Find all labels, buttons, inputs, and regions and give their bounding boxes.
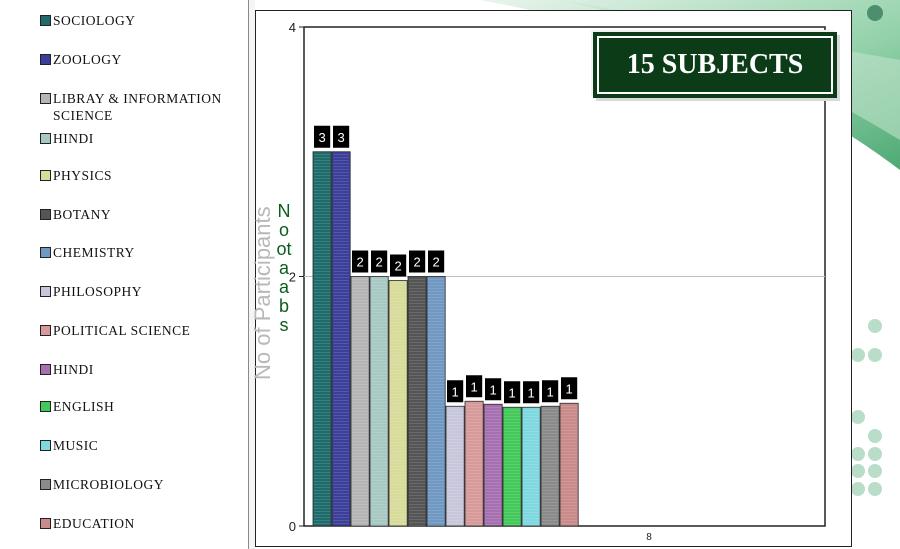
bar [540,405,560,527]
bar [445,405,465,527]
bar [464,400,484,527]
legend-swatch [40,401,51,412]
legend-label: EDUCATION [53,516,135,531]
legend-item: MUSIC [40,437,243,454]
data-label-box [409,250,426,273]
data-label-box [523,381,540,404]
bar [559,402,579,527]
data-label-box [390,254,407,277]
legend-item: CHEMISTRY [40,244,243,261]
legend-item: SOCIOLOGY [40,12,243,29]
legend-swatch [40,247,51,258]
bar [331,151,351,527]
data-label: 2 [375,255,382,270]
legend-label: BOTANY [53,207,112,222]
legend-separator [249,0,255,549]
data-label-box [466,375,483,398]
y-tick-label: 0 [289,519,296,534]
data-label-box [504,381,521,404]
bar [426,276,446,527]
legend-label: HINDI [53,131,94,146]
data-label: 1 [451,384,458,399]
data-label-box [561,377,578,400]
data-label: 1 [565,381,572,396]
legend-item: BOTANY [40,206,243,223]
bar [502,406,522,527]
legend-item: ENGLISH [40,398,243,415]
bar [407,276,427,527]
legend-label: ZOOLOGY [53,52,122,67]
data-label: 2 [356,255,363,270]
data-label: 1 [508,385,515,400]
legend-swatch [40,440,51,451]
legend-swatch [40,364,51,375]
legend-item: LIBRAY & INFORMATION SCIENCE [40,90,243,124]
legend-item: EDUCATION [40,515,243,532]
data-label: 1 [489,382,496,397]
legend-label: POLITICAL SCIENCE [53,323,191,338]
legend-item: ZOOLOGY [40,51,243,68]
legend: SOCIOLOGY ZOOLOGY LIBRAY & INFORMATION SCI… [22,0,249,549]
y-tick-label: 4 [289,20,296,35]
legend-label: ENGLISH [53,399,115,414]
data-label-box [333,125,350,148]
bar [483,403,503,527]
legend-item: POLITICAL SCIENCE [40,322,243,339]
legend-swatch [40,325,51,336]
data-label: 1 [470,379,477,394]
legend-label: PHYSICS [53,168,113,183]
legend-label: SOCIOLOGY [53,13,136,28]
bar [369,276,389,527]
bar [388,280,408,527]
data-label: 1 [546,384,553,399]
legend-swatch [40,15,51,26]
data-label: 2 [413,255,420,270]
y-axis-label-overlay: Nootaabs [276,201,292,335]
bar [312,151,332,527]
data-label: 1 [527,385,534,400]
y-axis-label: No of Participants [250,206,275,380]
data-label: 3 [337,130,344,145]
legend-swatch [40,209,51,220]
data-label-box [447,380,464,403]
x-tick-label: 8 [646,532,652,543]
legend-swatch [40,54,51,65]
legend-swatch [40,479,51,490]
legend-swatch [40,93,51,104]
data-label-box [542,380,559,403]
legend-label: MUSIC [53,438,99,453]
data-label-box [314,125,331,148]
legend-item: HINDI [40,361,243,378]
data-label-box [485,378,502,401]
data-label-box [352,250,369,273]
data-label: 2 [394,259,401,274]
legend-label: HINDI [53,362,94,377]
legend-label: PHILOSOPHY [53,284,143,299]
legend-label: CHEMISTRY [53,245,135,260]
chart-title: 15 SUBJECTS [593,32,837,98]
data-label-box [371,250,388,273]
legend-item: PHYSICS [40,167,243,184]
bar [350,276,370,527]
data-label: 2 [432,255,439,270]
y-tick-label: 2 [289,270,296,285]
data-label-box [428,250,445,273]
legend-item: HINDI [40,130,243,147]
legend-label: MICROBIOLOGY [53,477,165,492]
legend-item: MICROBIOLOGY [40,476,243,493]
data-label: 3 [318,130,325,145]
legend-swatch [40,286,51,297]
legend-item: PHILOSOPHY [40,283,243,300]
legend-swatch [40,133,51,144]
legend-swatch [40,518,51,529]
bar [521,406,541,527]
legend-swatch [40,170,51,181]
legend-label: LIBRAY & INFORMATION SCIENCE [53,91,222,123]
